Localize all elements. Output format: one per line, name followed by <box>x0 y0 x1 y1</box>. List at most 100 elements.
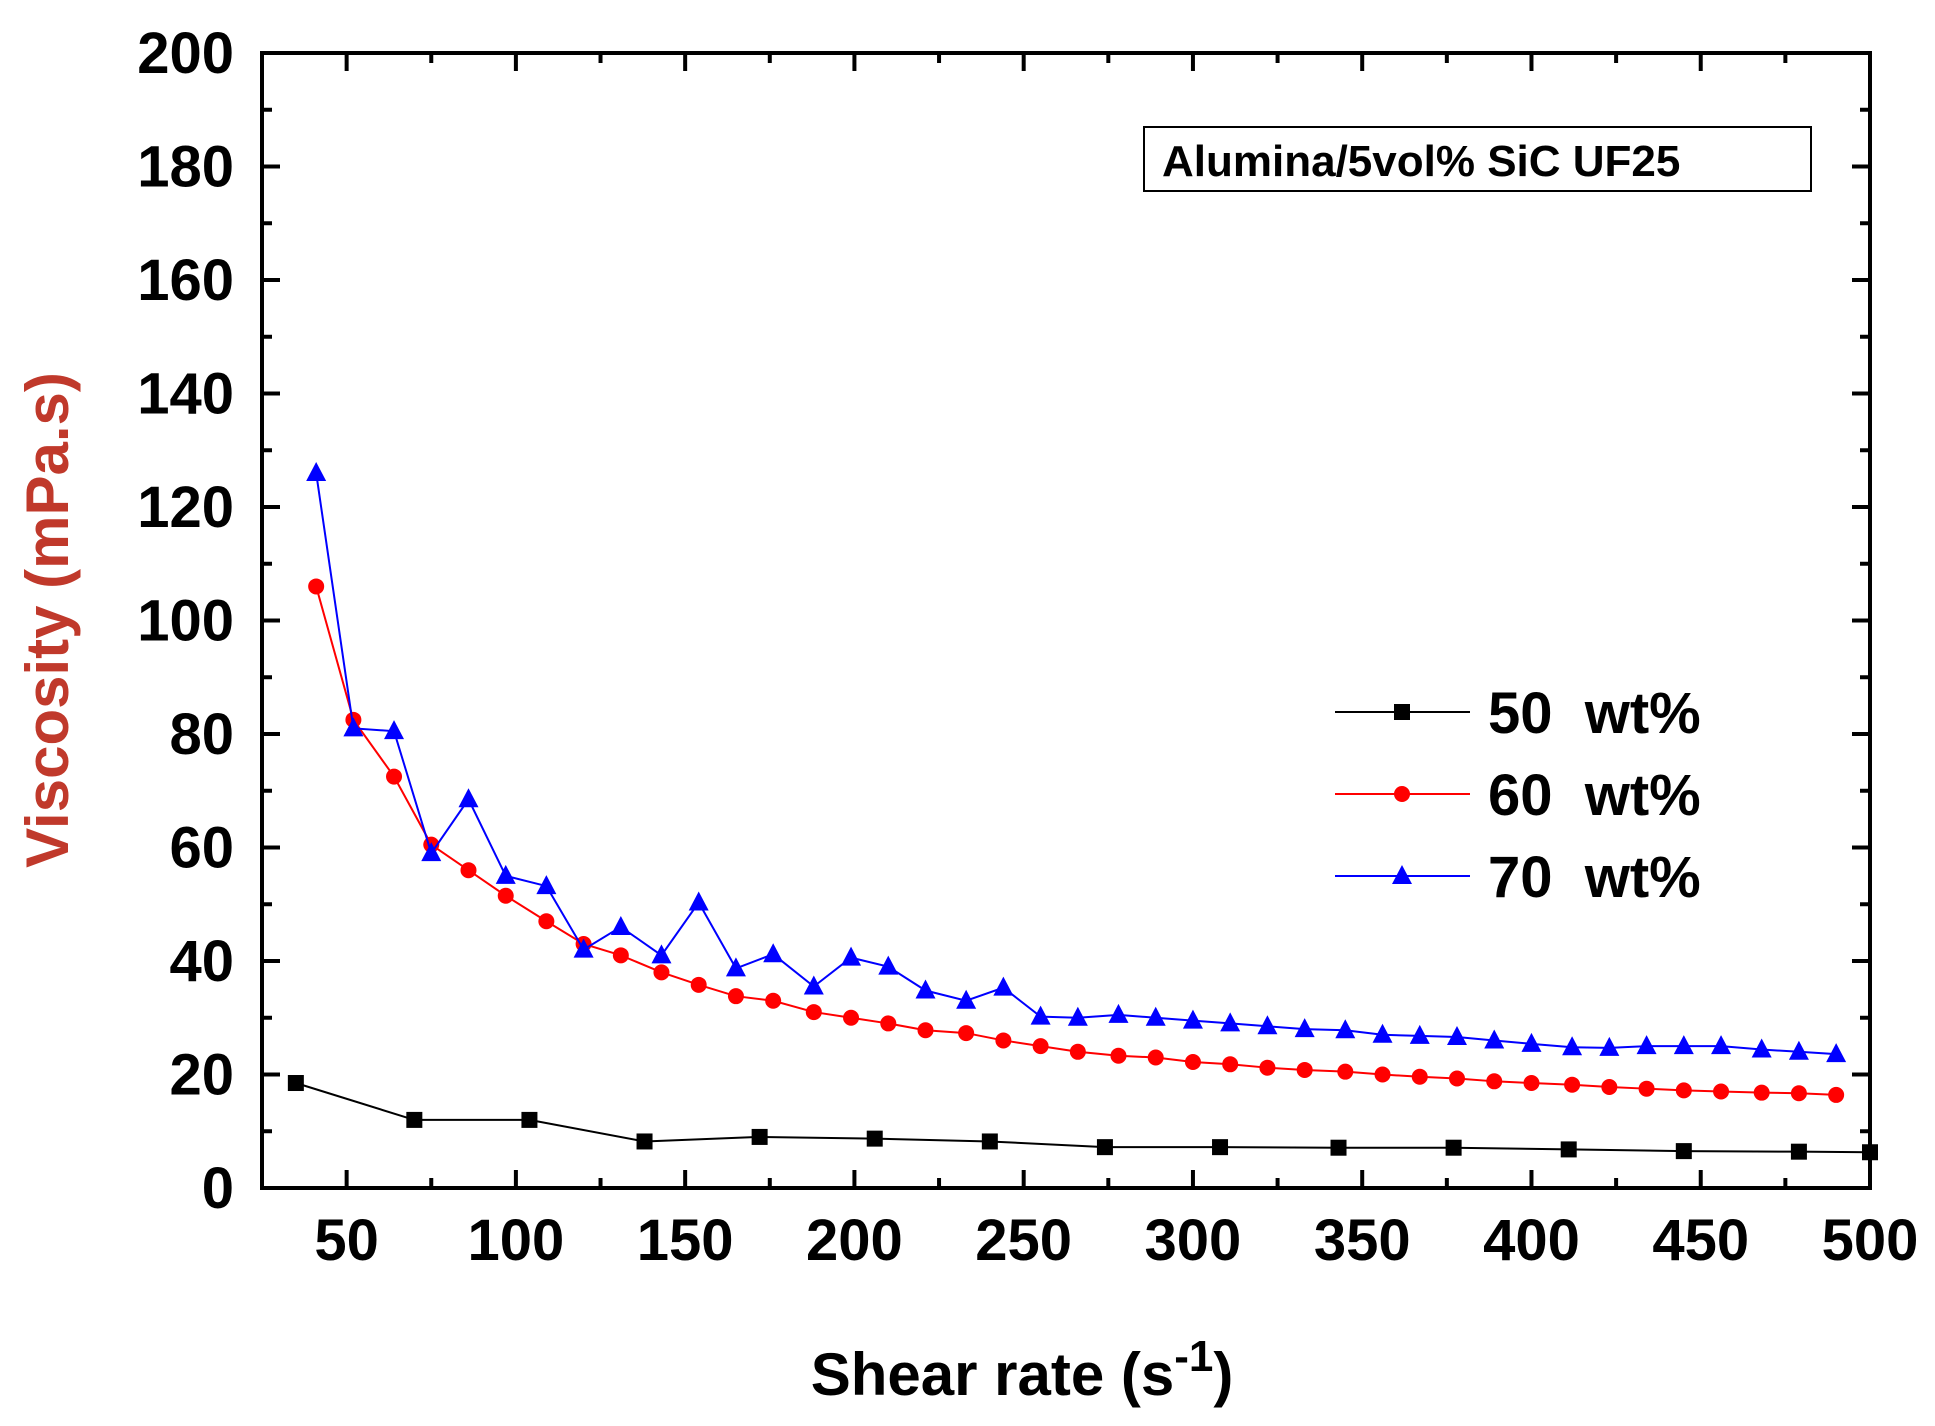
data-point-triangle <box>688 891 709 911</box>
data-point-circle <box>805 1004 822 1021</box>
legend-label: 60 wt% <box>1488 763 1701 828</box>
legend-item: 50 wt% <box>1335 681 1701 746</box>
data-point-circle <box>612 947 629 964</box>
y-axis-title: Viscosity (mPa.s) <box>14 372 81 868</box>
data-point-triangle <box>1294 1018 1315 1038</box>
data-point-circle <box>1713 1083 1730 1100</box>
y-tick-label: 180 <box>137 135 234 200</box>
data-point-circle <box>690 976 707 993</box>
data-point-circle <box>1675 1082 1692 1099</box>
x-tick-labels: 50 100 150 200 250 300 350 400 450 500 <box>314 1208 1918 1273</box>
x-tick-label: 400 <box>1483 1208 1580 1273</box>
data-point-triangle <box>1257 1015 1278 1035</box>
data-point-circle <box>1486 1073 1503 1090</box>
data-point-triangle <box>610 915 631 935</box>
data-point-triangle <box>573 938 594 958</box>
series-layer <box>287 461 1878 1161</box>
data-point-circle <box>308 578 325 595</box>
data-point-triangle <box>1636 1035 1657 1055</box>
data-point-triangle <box>725 957 746 977</box>
data-point-circle <box>1032 1038 1049 1055</box>
data-point-circle <box>1296 1061 1313 1078</box>
data-point-circle <box>1564 1076 1581 1093</box>
data-point-circle <box>1790 1085 1807 1102</box>
data-point-square <box>636 1133 653 1150</box>
data-point-circle <box>1638 1080 1655 1097</box>
data-point-circle <box>1259 1059 1276 1076</box>
data-point-circle <box>765 992 782 1009</box>
x-axis-title: Shear rate (s-1) <box>811 1332 1234 1408</box>
y-tick-label: 100 <box>137 589 234 654</box>
data-point-circle <box>386 768 403 785</box>
series-3 <box>306 461 1847 1063</box>
data-point-triangle <box>1392 865 1412 884</box>
data-point-circle <box>1337 1063 1354 1080</box>
data-point-triangle <box>384 720 405 740</box>
data-point-circle <box>1448 1070 1465 1087</box>
data-point-triangle <box>878 955 899 975</box>
data-point-square <box>1790 1143 1807 1160</box>
data-point-circle <box>1753 1084 1770 1101</box>
y-tick-label: 0 <box>202 1156 234 1221</box>
data-point-circle <box>1184 1054 1201 1071</box>
y-tick-label: 200 <box>137 21 234 86</box>
data-point-triangle <box>343 717 364 737</box>
data-point-square <box>521 1111 538 1128</box>
data-point-circle <box>1523 1075 1540 1092</box>
data-point-circle <box>1411 1068 1428 1085</box>
data-point-triangle <box>1067 1006 1088 1026</box>
data-point-triangle <box>1372 1023 1393 1043</box>
annotation-text: Alumina/5vol% SiC UF25 <box>1162 137 1680 186</box>
data-point-triangle <box>1145 1006 1166 1026</box>
data-point-circle <box>1110 1047 1127 1064</box>
y-tick-label: 120 <box>137 475 234 540</box>
data-point-triangle <box>495 864 516 884</box>
legend-label: 50 wt% <box>1488 681 1701 746</box>
data-point-triangle <box>1484 1029 1505 1049</box>
data-point-triangle <box>1751 1038 1772 1058</box>
data-point-circle <box>727 988 744 1005</box>
data-point-circle <box>917 1022 934 1039</box>
axis-ticks <box>260 51 1872 1190</box>
data-point-triangle <box>1788 1040 1809 1060</box>
legend-item: 70 wt% <box>1335 845 1701 910</box>
data-point-square <box>866 1130 883 1147</box>
data-point-triangle <box>1220 1012 1241 1032</box>
x-tick-label: 450 <box>1652 1208 1749 1273</box>
data-point-triangle <box>651 944 672 964</box>
data-point-triangle <box>841 946 862 966</box>
x-tick-label: 200 <box>806 1208 903 1273</box>
data-point-triangle <box>1599 1036 1620 1056</box>
x-tick-label: 500 <box>1822 1208 1919 1273</box>
data-point-square <box>1445 1139 1462 1156</box>
data-point-triangle <box>1673 1035 1694 1055</box>
data-point-circle <box>1222 1056 1239 1073</box>
data-point-square <box>406 1111 423 1128</box>
data-point-circle <box>1828 1086 1845 1103</box>
annotation-box: Alumina/5vol% SiC UF25 <box>1143 126 1812 192</box>
data-point-triangle <box>1711 1035 1732 1055</box>
data-point-square <box>1675 1143 1692 1160</box>
x-tick-label: 150 <box>637 1208 734 1273</box>
data-point-triangle <box>993 976 1014 996</box>
data-point-triangle <box>306 461 327 481</box>
data-point-circle <box>653 964 670 981</box>
x-tick-label: 250 <box>975 1208 1072 1273</box>
data-point-triangle <box>1562 1036 1583 1056</box>
data-point-circle <box>995 1032 1012 1049</box>
y-tick-label: 20 <box>169 1043 234 1108</box>
annotation-frame <box>1143 126 1812 192</box>
data-point-circle <box>1147 1049 1164 1066</box>
y-tick-label: 80 <box>169 702 234 767</box>
data-point-circle <box>958 1025 975 1042</box>
y-tick-label: 160 <box>137 248 234 313</box>
data-point-square <box>751 1128 768 1145</box>
data-point-square <box>1560 1141 1577 1158</box>
data-point-triangle <box>1521 1032 1542 1052</box>
x-tick-label: 100 <box>468 1208 565 1273</box>
data-point-triangle <box>915 979 936 999</box>
data-point-square <box>287 1075 304 1092</box>
legend-label: 70 wt% <box>1488 845 1701 910</box>
data-point-circle <box>843 1009 860 1026</box>
